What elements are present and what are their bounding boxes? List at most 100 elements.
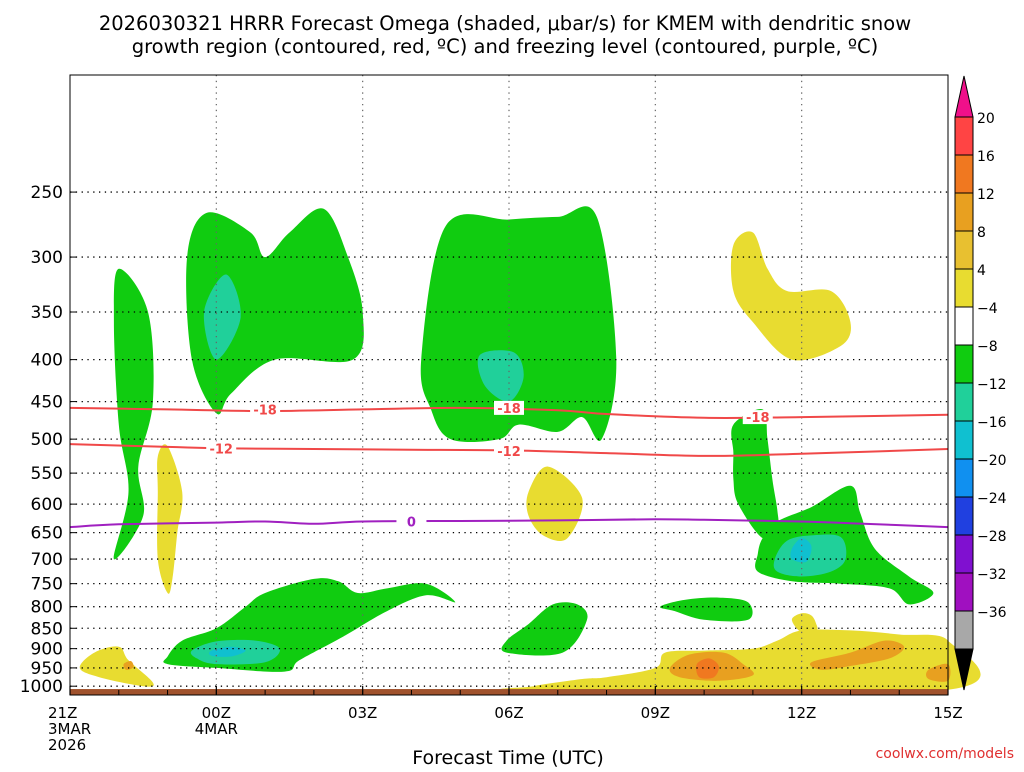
y-tick-label-350: 350: [31, 303, 63, 323]
x-tick-label: 06Z: [494, 704, 523, 722]
colorbar-swatch: [954, 610, 974, 650]
omega-region-10: [926, 663, 951, 682]
x-tick-label: 03Z: [348, 704, 377, 722]
omega-region-10: [809, 640, 905, 670]
colorbar-swatch: [954, 534, 974, 574]
x-tick-label: 12Z: [787, 704, 816, 722]
colorbar: 20 16 12 8 4 −4 −8 −12 −16 −20 −24 −28 −32 −36: [954, 75, 1007, 691]
y-tick-label-900: 900: [31, 640, 63, 660]
colorbar-label: 12: [977, 187, 995, 203]
colorbar-swatch: [954, 116, 974, 156]
colorbar-swatch: [954, 230, 974, 270]
omega-region-6: [526, 466, 583, 541]
colorbar-swatch: [954, 458, 974, 498]
x-tick-label: 09Z: [641, 704, 670, 722]
contour-label-bg: [494, 400, 524, 415]
y-tick-label-1000: 1000: [20, 677, 63, 697]
x-tick-label: 15Z: [933, 704, 962, 722]
omega-region--6: [420, 206, 617, 442]
colorbar-label: −4: [977, 301, 998, 317]
y-tick-label-850: 850: [31, 619, 63, 639]
omega-region-14: [696, 658, 719, 679]
contour-lines: -18 -18 -18 -12 -12 0: [69, 400, 949, 531]
x-axis-label: Forecast Time (UTC): [412, 747, 603, 768]
x-tick-label: 00Z: [202, 704, 231, 722]
y-tick-label-600: 600: [31, 495, 63, 515]
colorbar-label: −12: [977, 377, 1007, 393]
credit-text: coolwx.com/models: [876, 746, 1014, 762]
omega-shaded-regions: [79, 206, 981, 694]
omega-region--10: [203, 274, 241, 360]
y-tick-label-250: 250: [31, 183, 63, 203]
x-tick-label: 3MAR: [48, 720, 91, 738]
colorbar-swatch: [954, 306, 974, 346]
x-tick-label: 2026: [48, 736, 86, 754]
contour-label--12: -12: [497, 445, 521, 460]
grid-lines: [69, 75, 949, 695]
colorbar-swatch: [954, 420, 974, 460]
y-tick-label-300: 300: [31, 248, 63, 268]
colorbar-bottom-arrow: [954, 648, 974, 691]
chart-title-line1: 2026030321 HRRR Forecast Omega (shaded, …: [99, 12, 911, 35]
omega-region-6: [791, 613, 818, 634]
y-tick-label-450: 450: [31, 393, 63, 413]
y-tick-label-950: 950: [31, 659, 63, 679]
contour-label--12: -12: [209, 442, 233, 457]
contour-label-bg: [742, 410, 773, 425]
y-tick-label-750: 750: [31, 575, 63, 595]
colorbar-swatch: [954, 344, 974, 384]
contour-label-bg: [396, 514, 427, 529]
colorbar-swatch: [954, 496, 974, 536]
colorbar-label: 16: [977, 149, 995, 165]
colorbar-swatch: [954, 192, 974, 232]
colorbar-swatch: [954, 572, 974, 612]
contour-label-0: 0: [407, 516, 416, 531]
colorbar-label: −8: [977, 339, 998, 355]
omega-region-6: [157, 444, 183, 594]
omega-region-6: [500, 629, 981, 694]
colorbar-label: −36: [977, 605, 1007, 621]
contour-label-bg: [494, 444, 524, 459]
omega-region-6: [79, 646, 154, 687]
x-tick-label: 4MAR: [195, 720, 238, 738]
colorbar-label: −28: [977, 529, 1007, 545]
contour-line-0: [69, 518, 949, 529]
contour-label--18: -18: [497, 402, 521, 417]
omega-region--6: [731, 409, 779, 539]
colorbar-label: 8: [977, 225, 986, 241]
contour-label--18: -18: [253, 403, 277, 418]
y-tick-label-650: 650: [31, 524, 63, 544]
colorbar-swatch: [954, 154, 974, 194]
omega-region--14: [790, 538, 812, 563]
colorbar-label: 20: [977, 111, 995, 127]
contour-label--18: -18: [746, 411, 770, 426]
omega-region--6: [501, 602, 588, 656]
omega-region--10: [477, 350, 524, 402]
colorbar-label: −32: [977, 567, 1007, 583]
x-tick-label: 21Z: [48, 704, 77, 722]
y-axis-ticks: 2503003504004505005506006507007508008509…: [20, 183, 76, 697]
y-tick-label-500: 500: [31, 430, 63, 450]
chart-title-line2: growth region (contoured, red, ºC) and f…: [132, 35, 879, 58]
omega-region--14: [209, 646, 246, 657]
colorbar-label: −16: [977, 415, 1007, 431]
colorbar-swatch: [954, 382, 974, 422]
colorbar-label: −24: [977, 491, 1007, 507]
omega-region--6: [113, 268, 154, 560]
contour-label-bg: [206, 441, 237, 456]
y-tick-label-550: 550: [31, 464, 63, 484]
y-tick-label-800: 800: [31, 598, 63, 618]
omega-region--6: [660, 597, 753, 622]
omega-region--6: [186, 208, 364, 415]
y-tick-label-700: 700: [31, 550, 63, 570]
colorbar-label: 4: [977, 263, 986, 279]
contour-label-bg: [250, 402, 281, 417]
colorbar-label: −20: [977, 453, 1007, 469]
omega-region-10: [123, 661, 134, 670]
y-tick-label-400: 400: [31, 351, 63, 371]
colorbar-swatch: [954, 268, 974, 308]
contour-line--12: [69, 443, 949, 457]
omega-region-6: [730, 231, 851, 361]
